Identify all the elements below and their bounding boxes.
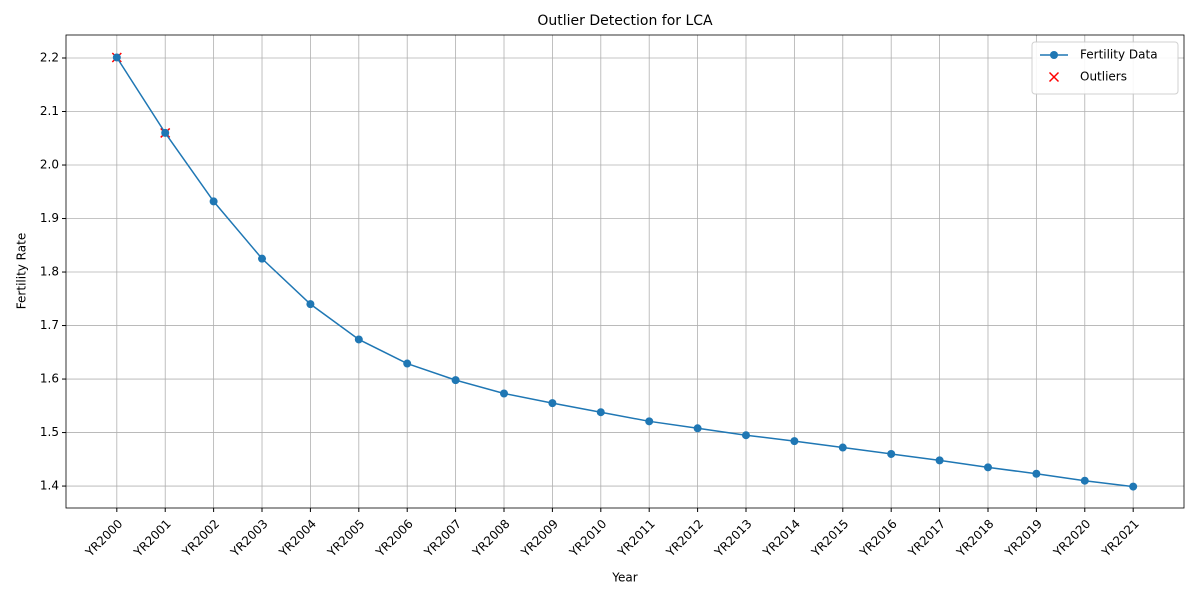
data-line <box>116 57 1134 488</box>
x-tick-label: YR2011 <box>615 517 658 560</box>
y-tick-label: 1.6 <box>40 372 59 386</box>
data-point <box>1080 476 1089 485</box>
y-tick-label: 2.2 <box>40 51 59 65</box>
data-point <box>209 197 218 206</box>
x-tick-label: YR2006 <box>373 517 416 560</box>
y-tick-label: 2.1 <box>40 104 59 118</box>
data-point <box>548 399 557 408</box>
data-point <box>403 359 412 368</box>
y-tick-label: 1.9 <box>40 211 59 225</box>
data-point <box>1129 482 1138 491</box>
y-tick-label: 1.4 <box>40 479 59 493</box>
data-point <box>451 376 460 385</box>
x-tick-label: YR2012 <box>663 517 706 560</box>
data-point <box>741 431 750 440</box>
x-tick-label: YR2016 <box>856 517 899 560</box>
x-tick-label: YR2015 <box>808 517 851 560</box>
data-point <box>354 335 363 344</box>
x-tick-label: YR2018 <box>953 517 996 560</box>
data-point <box>1032 469 1041 478</box>
x-tick-label: YR2005 <box>324 517 367 560</box>
x-tick-label: YR2003 <box>227 517 270 560</box>
legend-label: Outliers <box>1080 70 1127 84</box>
legend-marker <box>1050 51 1058 59</box>
x-tick-label: YR2009 <box>518 517 561 560</box>
data-point <box>645 417 654 426</box>
x-tick-label: YR2010 <box>566 517 609 560</box>
y-tick-label: 1.5 <box>40 425 59 439</box>
data-point <box>838 443 847 452</box>
legend-label: Fertility Data <box>1080 48 1158 62</box>
x-axis-label: Year <box>611 571 637 585</box>
data-point <box>983 463 992 472</box>
y-tick-label: 1.7 <box>40 318 59 332</box>
data-point <box>161 128 170 137</box>
x-tick-label: YR2019 <box>1002 517 1045 560</box>
data-point <box>693 424 702 433</box>
y-tick-label: 2.0 <box>40 158 59 172</box>
x-tick-label: YR2008 <box>469 517 512 560</box>
data-point <box>112 53 121 62</box>
legend: Fertility Data Outliers <box>1031 41 1179 95</box>
x-tick-label: YR2004 <box>276 517 319 560</box>
chart-title: Outlier Detection for LCA <box>537 13 713 29</box>
legend-box <box>1031 41 1179 95</box>
x-tick-label: YR2001 <box>131 517 174 560</box>
data-point <box>258 254 267 263</box>
x-tick-label: YR2021 <box>1098 517 1141 560</box>
x-tick-label: YR2014 <box>760 517 803 560</box>
legend-marker <box>1048 71 1060 83</box>
y-tick-label: 1.8 <box>40 265 59 279</box>
data-point <box>790 437 799 446</box>
x-tick-label: YR2017 <box>905 517 948 560</box>
y-axis-label: Fertility Rate <box>15 233 29 309</box>
x-tick-label: YR2013 <box>711 517 754 560</box>
data-point <box>887 449 896 458</box>
data-point <box>306 300 315 309</box>
plot-frame <box>65 34 1185 509</box>
data-point <box>500 389 509 398</box>
data-point <box>935 456 944 465</box>
data-point <box>596 408 605 417</box>
x-tick-label: YR2000 <box>82 517 125 560</box>
x-tick-label: YR2007 <box>421 517 464 560</box>
x-tick-label: YR2020 <box>1050 517 1093 560</box>
x-tick-label: YR2002 <box>179 517 222 560</box>
